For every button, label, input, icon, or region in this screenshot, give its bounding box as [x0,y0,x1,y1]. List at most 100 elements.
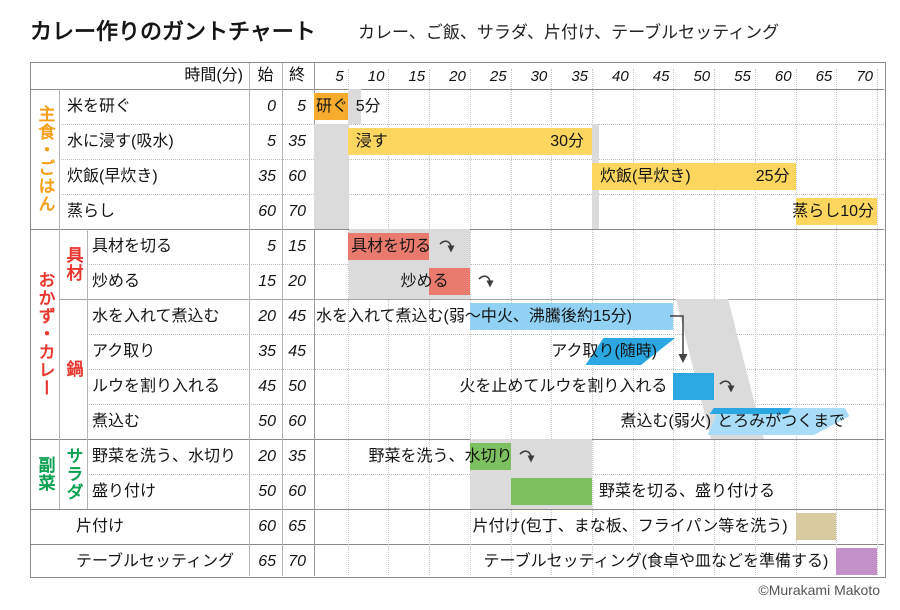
end-value: 35 [288,133,306,150]
time-tick: 25 [489,68,507,85]
row-separator [31,439,884,440]
start-value: 5 [267,133,276,150]
task-label: 炊飯(早炊き) [67,168,158,185]
start-value: 35 [258,168,276,185]
row-separator [31,544,884,545]
gantt-bar [510,478,592,505]
bar-label: 5分 [355,98,381,115]
gantt-bar [795,198,877,225]
gantt-bar [836,548,877,575]
task-label: 盛り付け [92,483,157,500]
task-label: 片付け [76,518,125,535]
bar-label: 片付け(包丁、まな板、フライパン等を洗う) [472,518,788,535]
time-tick: 20 [449,68,466,85]
grid-line [795,69,797,575]
subgroup-label: 鍋 [63,360,83,378]
subgroup-label: サラダ [63,447,83,501]
bar-label: 野菜を切る、盛り付ける [599,483,776,500]
grid-line [673,69,675,575]
row-separator-dotted [59,194,884,195]
next-step-arrow-icon [719,378,736,394]
start-value: 5 [267,238,276,255]
row-separator-dotted [59,159,884,160]
grid-line [877,69,878,575]
end-value: 15 [288,238,306,255]
time-tick: 55 [734,68,751,85]
gantt-bar [592,163,796,190]
gantt-bar [347,233,430,260]
gantt-row: 炊飯(早炊き) 25分 [314,159,885,194]
column-separator [59,89,60,509]
gantt-row: 研ぐ 5分 [314,89,885,124]
end-value: 60 [288,413,306,430]
next-step-arrow-icon [478,273,495,289]
start-value: 65 [258,553,276,570]
group-label: 主食・ごはん [35,105,55,213]
grid-line [754,69,756,575]
column-separator [87,229,88,509]
gantt-row: 具材を切る [314,229,885,264]
start-value: 50 [258,413,276,430]
end-value: 65 [288,518,306,535]
bar-label: 25分 [755,168,790,185]
column-header-start: 始 [257,67,274,84]
flow-band [314,124,350,229]
grid-line [388,69,390,575]
subgroup-label: 具材 [63,246,83,282]
bar-label: 水を入れて煮込む(弱〜中火、沸騰後約15分) [316,308,632,325]
grid-line [429,69,431,575]
column-header-end: 終 [288,67,305,84]
end-value: 50 [288,378,306,395]
next-step-arrow-icon [518,448,536,464]
gantt-bar [347,128,592,155]
time-tick: 50 [693,68,711,85]
row-separator-dotted [87,404,884,405]
row-separator [31,89,884,90]
column-separator [249,63,250,576]
next-step-arrow-icon [439,238,456,254]
column-header-time: 時間(分) [184,67,243,84]
time-tick: 15 [408,68,426,85]
task-label: 煮込む [92,413,141,430]
gantt-row: 野菜を洗う、水切り [314,439,885,474]
column-separator [282,63,283,576]
gantt-chart-area: 5 10 15 20 25 30 35 40 45 50 55 60 65 70 研ぐ 5分 浸す 30分 炊飯(早… [314,63,885,577]
time-tick: 45 [652,68,670,85]
time-tick: 70 [856,68,873,85]
group-label: おかず・カレー [35,271,55,397]
start-value: 20 [258,448,276,465]
gantt-bar [429,268,470,295]
bar-label: 浸す [355,133,388,150]
time-tick: 35 [571,68,588,85]
gantt-row: 浸す 30分 [314,124,885,159]
bar-label: 具材を切る [351,238,432,255]
gantt-row: テーブルセッティング(食卓や皿などを準備する) [314,544,885,577]
gantt-row: 片付け(包丁、まな板、フライパン等を洗う) [314,509,885,544]
task-label: テーブルセッティング [76,553,235,570]
group-label: 副菜 [35,456,55,492]
bar-label: 30分 [550,133,584,150]
gantt-row: 煮込む(弱火) とろみがつくまで [314,404,885,439]
start-value: 15 [258,273,276,290]
page-subtitle: カレー、ご飯、サラダ、片付け、テーブルセッティング [358,23,780,42]
task-label: ルウを割り入れる [92,378,221,395]
gantt-bar [469,303,674,330]
gantt-row: アク取り(随時) [314,334,885,369]
row-separator-dotted [87,264,884,265]
bar-label: アク取り(随時) [551,343,658,360]
gantt-row: 火を止めてルウを割り入れる [314,369,885,404]
end-value: 70 [288,203,306,220]
time-tick: 10 [367,68,385,85]
task-label: 蒸らし [67,203,116,220]
copyright: ©Murakami Makoto [758,582,880,598]
start-value: 0 [267,98,276,115]
bar-label: とろみがつくまで [717,413,846,430]
task-label: 水に浸す(吸水) [67,133,174,150]
bar-label: 火を止めてルウを割り入れる [459,378,668,395]
start-value: 20 [258,308,276,325]
gantt-bar-tail-accent [709,408,792,414]
end-value: 45 [288,308,306,325]
row-separator-dotted [59,124,884,125]
bar-label: 炊飯(早炊き) [600,168,691,185]
gantt-row: 炒める [314,264,885,299]
